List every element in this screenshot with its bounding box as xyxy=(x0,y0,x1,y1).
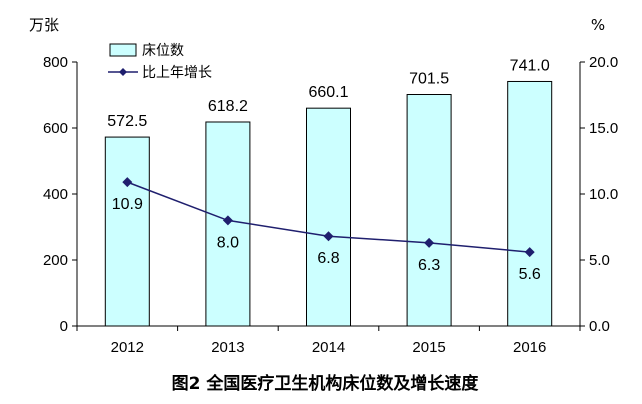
right-tick-label: 15.0 xyxy=(589,120,618,137)
bar-value-label: 618.2 xyxy=(208,98,248,115)
legend-diamond-marker xyxy=(119,68,127,76)
left-axis-unit: 万张 xyxy=(29,16,59,34)
bar xyxy=(406,94,452,327)
legend: 床位数 比上年增长 xyxy=(108,43,212,81)
bar xyxy=(205,121,251,327)
growth-value-label: 8.0 xyxy=(217,234,239,251)
growth-marker xyxy=(122,177,133,188)
right-axis-unit: % xyxy=(591,16,605,34)
growth-marker xyxy=(524,247,535,258)
growth-value-label: 5.6 xyxy=(519,266,541,283)
bar-value-label: 741.0 xyxy=(510,57,550,74)
right-tick-label: 20.0 xyxy=(589,54,618,71)
left-tick-label: 800 xyxy=(43,54,68,71)
growth-marker xyxy=(323,231,334,242)
growth-value-label: 10.9 xyxy=(112,196,143,213)
x-tick-label: 2015 xyxy=(412,339,445,356)
bar xyxy=(507,80,553,327)
bar-value-label: 701.5 xyxy=(409,71,449,88)
growth-line xyxy=(122,177,535,258)
growth-marker xyxy=(424,237,435,248)
chart-title: 图2 全国医疗卫生机构床位数及增长速度 xyxy=(172,373,480,394)
legend-bar-swatch xyxy=(109,43,137,57)
x-tick-label: 2016 xyxy=(513,339,546,356)
left-tick-label: 200 xyxy=(43,252,68,269)
bar xyxy=(104,136,150,327)
bars xyxy=(104,80,553,327)
left-tick-label: 400 xyxy=(43,186,68,203)
right-tick-label: 5.0 xyxy=(589,252,610,269)
x-tick-label: 2012 xyxy=(111,339,144,356)
left-tick-label: 600 xyxy=(43,120,68,137)
left-tick-label: 0 xyxy=(60,318,68,335)
growth-value-label: 6.8 xyxy=(317,250,339,267)
legend-bar-label: 床位数 xyxy=(142,43,184,59)
legend-line-label: 比上年增长 xyxy=(142,65,212,81)
x-tick-label: 2014 xyxy=(312,339,345,356)
bar-value-label: 572.5 xyxy=(107,113,147,130)
bar-value-label: 660.1 xyxy=(308,84,348,101)
data-labels: 572.5 618.2 660.1 701.5 741.0 10.9 8.0 6.8 6.3 5.… xyxy=(107,57,550,283)
growth-value-label: 6.3 xyxy=(418,257,440,274)
x-tick-label: 2013 xyxy=(211,339,244,356)
bar xyxy=(306,107,351,327)
right-tick-label: 10.0 xyxy=(589,186,618,203)
right-tick-label: 0.0 xyxy=(589,318,610,335)
axes: 0 200 400 600 800 0.0 5.0 10.0 15.0 20.0 2012 2013 2… xyxy=(43,54,618,356)
growth-marker xyxy=(222,215,233,226)
